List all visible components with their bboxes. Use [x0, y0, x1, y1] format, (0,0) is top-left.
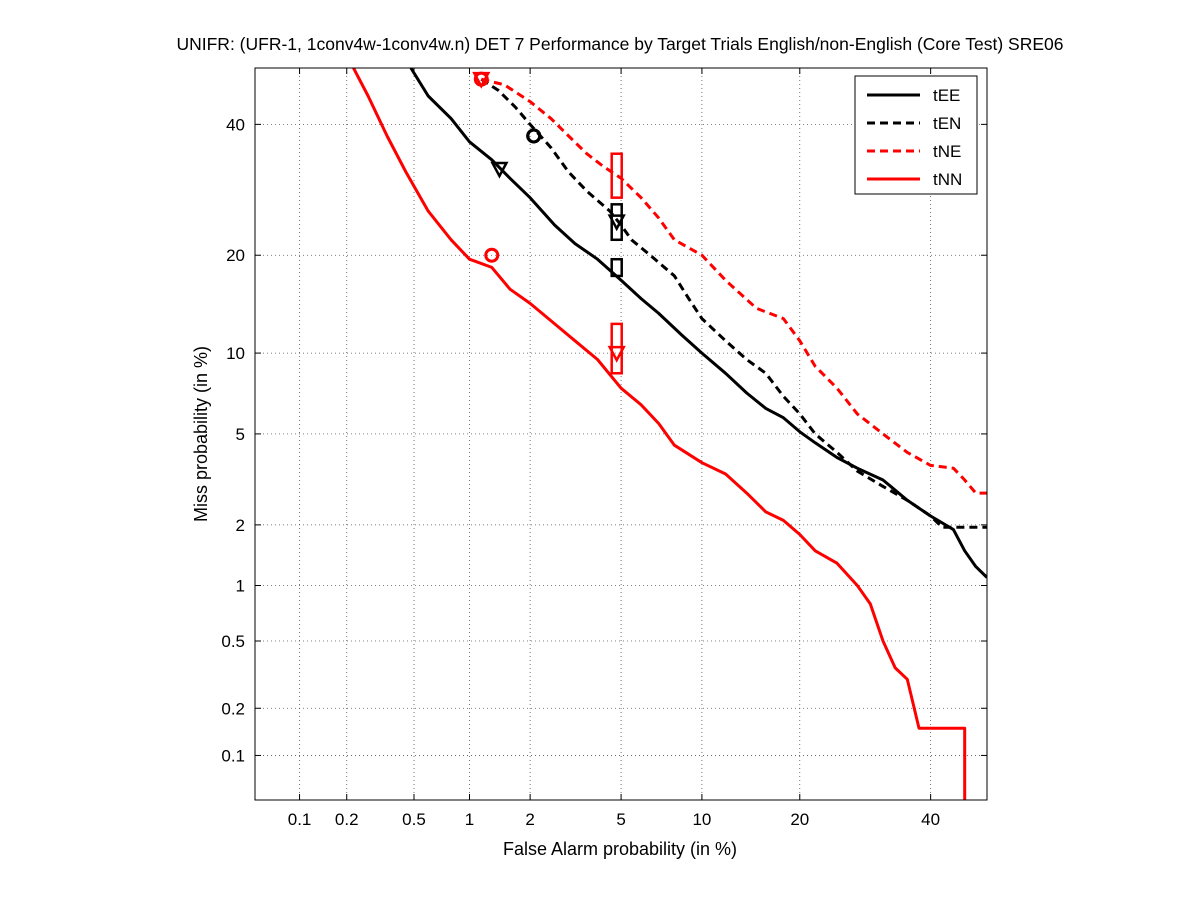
det-curve-tee: [409, 68, 987, 579]
x-tick-label: 1: [465, 810, 474, 829]
x-tick-label: 0.1: [288, 810, 312, 829]
x-tick-label: 20: [790, 810, 809, 829]
y-axis-ticks: 0.1 0.2 0.5 1 2 5 10 20 40: [221, 115, 987, 765]
actual-dcf-marker-tee: [490, 161, 509, 179]
x-tick-label: 2: [525, 810, 534, 829]
x-tick-label: 10: [692, 810, 711, 829]
det-curves: [352, 68, 987, 800]
det-curve-tne: [480, 77, 987, 495]
chart-title: UNIFR: (UFR-1, 1conv4w-1conv4w.n) DET 7 …: [176, 34, 1063, 54]
legend-label-tnn: tNN: [933, 170, 962, 189]
y-tick-label: 0.2: [221, 699, 245, 718]
x-tick-label: 0.2: [335, 810, 359, 829]
confidence-box-ten: [610, 203, 623, 242]
y-tick-label: 0.1: [221, 746, 245, 765]
confidence-box-tee: [610, 257, 623, 278]
x-axis-ticks: 0.1 0.2 0.5 1 2 5 10 20 40: [288, 68, 940, 829]
x-axis-label: False Alarm probability (in %): [503, 839, 737, 859]
legend-label-tne: tNE: [933, 142, 961, 161]
confidence-box-tnn: [610, 322, 623, 375]
legend-label-ten: tEN: [933, 114, 961, 133]
legend-label-tee: tEE: [933, 86, 960, 105]
x-tick-label: 0.5: [402, 810, 426, 829]
min-dcf-marker-tnn: [484, 247, 500, 263]
actual-dcf-marker-tne: [472, 71, 491, 89]
operating-point-markers: [472, 71, 626, 375]
x-tick-label: 40: [921, 810, 940, 829]
y-axis-label: Miss probability (in %): [191, 346, 211, 522]
actual-dcf-marker-ten: [607, 214, 626, 232]
y-tick-label: 1: [236, 577, 245, 596]
y-tick-label: 5: [236, 425, 245, 444]
actual-dcf-marker-tnn: [607, 345, 626, 363]
y-tick-label: 40: [226, 115, 245, 134]
legend: tEE tEN tNE tNN: [854, 75, 978, 195]
confidence-box-tne: [610, 152, 623, 199]
y-tick-label: 0.5: [221, 632, 245, 651]
x-tick-label: 5: [616, 810, 625, 829]
min-dcf-marker-ten: [526, 128, 542, 144]
y-tick-label: 10: [226, 344, 245, 363]
y-tick-label: 20: [226, 246, 245, 265]
det-curve-ten: [480, 77, 987, 529]
y-tick-label: 2: [236, 516, 245, 535]
det-curve-tnn: [352, 68, 967, 800]
